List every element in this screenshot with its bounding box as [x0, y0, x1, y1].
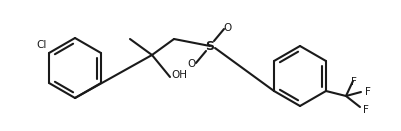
Text: F: F [365, 87, 371, 97]
Text: Cl: Cl [36, 40, 47, 50]
Text: O: O [224, 23, 232, 33]
Text: OH: OH [171, 70, 187, 80]
Text: F: F [351, 77, 357, 87]
Text: O: O [188, 59, 196, 69]
Text: S: S [205, 40, 215, 53]
Text: F: F [363, 105, 369, 115]
